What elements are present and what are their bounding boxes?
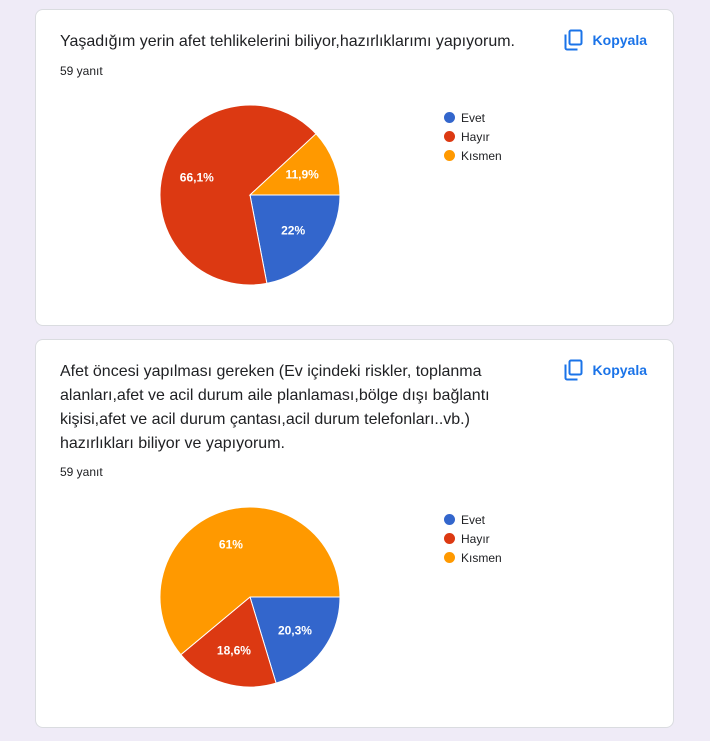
legend-item: Hayır [444,127,502,146]
copy-button-label: Kopyala [592,362,647,378]
chart-legend-1: Evet Hayır Kısmen [444,108,502,165]
copy-icon [564,359,583,381]
legend-swatch [444,131,455,142]
pie-slice-kısmen [159,506,341,656]
chart-legend-2: Evet Hayır Kısmen [444,510,502,567]
legend-item: Kısmen [444,548,502,567]
question-title: Afet öncesi yapılması gereken (Ev içinde… [60,363,490,452]
slice-label: 61% [219,537,243,551]
legend-label: Evet [461,110,486,125]
copy-button[interactable]: Kopyala [564,29,647,51]
legend-item: Evet [444,510,502,529]
response-count: 59 yanıt [60,64,103,78]
pie-chart-2: 20,3% 18,6% 61% [159,506,341,688]
legend-label: Hayır [461,531,490,546]
legend-swatch [444,552,455,563]
question-card-2: Afet öncesi yapılması gereken (Ev içinde… [35,339,674,728]
legend-item: Kısmen [444,146,502,165]
pie-slice-evet [249,596,341,684]
slice-label: 66,1% [180,171,214,185]
slice-label: 11,9% [285,168,319,182]
pie-slice-hayır [180,596,277,688]
legend-label: Kısmen [461,550,502,565]
pie-slice-hayır [159,104,317,286]
copy-icon [564,29,583,51]
copy-button-label: Kopyala [592,32,647,48]
legend-label: Evet [461,512,486,527]
legend-item: Hayır [444,529,502,548]
slice-label: 20,3% [278,623,312,637]
copy-button[interactable]: Kopyala [564,359,647,381]
legend-label: Hayır [461,129,490,144]
pie-slice-evet [249,194,341,284]
question-title: Yaşadığım yerin afet tehlikelerini biliy… [60,33,515,50]
legend-label: Kısmen [461,148,502,163]
pie-chart-1: 22% 66,1% 11,9% [159,104,341,286]
question-card-1: Yaşadığım yerin afet tehlikelerini biliy… [35,9,674,326]
legend-swatch [444,150,455,161]
response-count: 59 yanıt [60,465,103,479]
slice-label: 18,6% [217,644,251,658]
slice-label: 22% [281,224,305,238]
legend-swatch [444,112,455,123]
pie-slice-kısmen [248,133,341,196]
legend-item: Evet [444,108,502,127]
legend-swatch [444,514,455,525]
legend-swatch [444,533,455,544]
